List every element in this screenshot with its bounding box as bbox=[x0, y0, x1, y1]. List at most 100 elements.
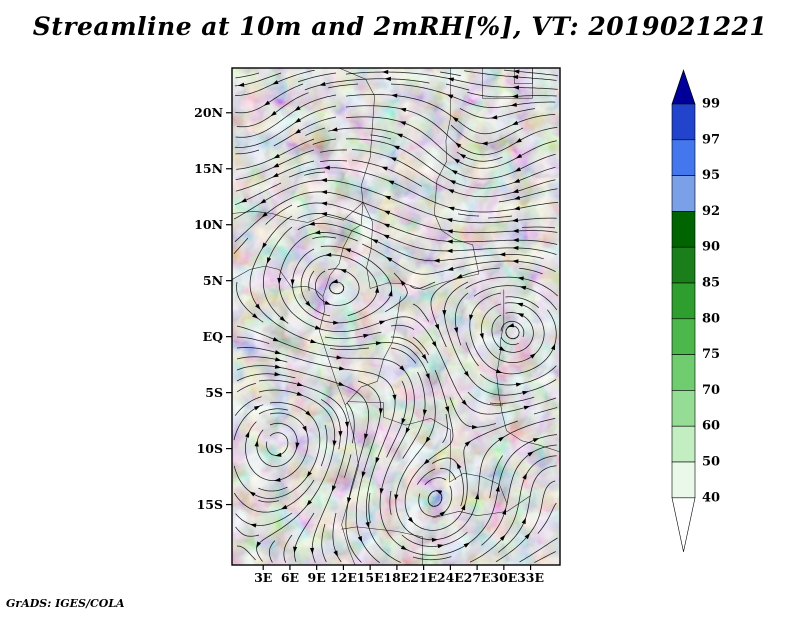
x-tick-label: 12E bbox=[330, 570, 357, 585]
streamline-arrowhead bbox=[407, 516, 414, 524]
streamline bbox=[385, 272, 408, 313]
streamline bbox=[519, 267, 543, 275]
streamline bbox=[459, 108, 535, 119]
streamline-arrowhead bbox=[245, 431, 250, 438]
streamline-arrowhead bbox=[405, 427, 411, 434]
streamline bbox=[404, 369, 518, 531]
streamline bbox=[368, 493, 371, 523]
streamline-arrowhead bbox=[522, 390, 529, 395]
streamline bbox=[533, 407, 558, 415]
colorbar-label: 80 bbox=[702, 311, 720, 326]
streamline-arrowhead bbox=[294, 117, 302, 124]
colorbar-label: 90 bbox=[702, 240, 720, 255]
streamline bbox=[537, 502, 557, 534]
streamline-arrowhead bbox=[319, 81, 326, 87]
streamline-arrowhead bbox=[382, 69, 389, 75]
streamline-arrowhead bbox=[379, 320, 386, 325]
streamline-arrowhead bbox=[381, 166, 388, 171]
streamline-arrowhead bbox=[273, 153, 280, 159]
colorbar-segment bbox=[671, 318, 696, 355]
streamline-arrowhead bbox=[391, 93, 398, 98]
streamline-arrowhead bbox=[384, 195, 391, 201]
streamline-arrowhead bbox=[280, 504, 288, 510]
streamline-arrowhead bbox=[295, 442, 300, 449]
streamline-arrowhead bbox=[320, 201, 328, 206]
streamline-arrowhead bbox=[499, 534, 506, 541]
country-border bbox=[341, 526, 423, 565]
streamline-arrowhead bbox=[445, 406, 450, 413]
streamline-arrowhead bbox=[442, 310, 447, 317]
streamline bbox=[297, 72, 337, 83]
streamline-arrowhead bbox=[512, 245, 519, 251]
streamline-arrowhead bbox=[254, 440, 259, 447]
streamline bbox=[370, 134, 392, 140]
streamline-arrowhead bbox=[439, 511, 446, 517]
streamline-arrowhead bbox=[325, 252, 332, 257]
streamline-arrowhead bbox=[331, 485, 337, 492]
streamline-arrowhead bbox=[513, 178, 521, 183]
y-tick-label: 5N bbox=[203, 273, 223, 288]
streamline bbox=[288, 167, 559, 213]
streamline-arrowhead bbox=[249, 491, 256, 497]
streamline bbox=[412, 336, 430, 356]
streamline bbox=[467, 391, 504, 406]
country-border bbox=[449, 472, 508, 505]
rh-blob-pale bbox=[495, 487, 549, 544]
streamline bbox=[312, 138, 337, 145]
streamline bbox=[330, 347, 370, 350]
streamline-arrowhead bbox=[290, 279, 295, 286]
border-box bbox=[514, 68, 533, 84]
streamline-arrowhead bbox=[515, 153, 523, 159]
streamline-arrowhead bbox=[453, 158, 460, 164]
rh-shading-layer bbox=[232, 68, 560, 565]
country-border bbox=[370, 273, 479, 290]
streamline-arrowhead bbox=[340, 269, 347, 274]
streamline-arrowhead bbox=[357, 535, 363, 543]
colorbar-segment bbox=[671, 246, 696, 284]
streamline-arrowhead bbox=[249, 523, 257, 528]
streamline-arrowhead bbox=[431, 341, 437, 348]
streamline bbox=[328, 83, 359, 89]
rh-blob-speck bbox=[330, 109, 339, 117]
colorbar-label: 99 bbox=[702, 97, 720, 112]
rh-blob-speck bbox=[509, 68, 531, 85]
streamline-arrowhead bbox=[512, 188, 519, 193]
colorbar-label: 70 bbox=[702, 383, 720, 398]
streamline-arrowhead bbox=[383, 210, 391, 215]
streamline-arrowhead bbox=[524, 532, 531, 540]
streamline-arrowhead bbox=[375, 286, 380, 293]
rh-blob-blue bbox=[421, 457, 465, 498]
streamline bbox=[464, 70, 557, 81]
streamline-arrowhead bbox=[394, 494, 399, 501]
streamline-arrowhead bbox=[400, 279, 406, 286]
streamline-arrowhead bbox=[309, 547, 315, 555]
rh-blob-blue bbox=[453, 317, 480, 345]
streamline-arrowhead bbox=[461, 399, 468, 406]
streamline-arrowhead bbox=[263, 100, 271, 106]
streamline-arrowhead bbox=[256, 541, 262, 548]
streamline bbox=[345, 116, 557, 169]
streamline bbox=[534, 551, 556, 563]
streamline bbox=[450, 124, 524, 144]
streamline-arrowhead bbox=[447, 266, 454, 271]
streamline bbox=[263, 226, 293, 324]
streamline bbox=[362, 243, 556, 275]
streamline-arrowhead bbox=[512, 259, 519, 264]
streamline-arrowhead bbox=[331, 127, 338, 132]
streamline bbox=[402, 371, 426, 459]
streamline-arrowhead bbox=[338, 431, 343, 438]
y-tick-label: 20N bbox=[194, 105, 223, 120]
y-tick-label: 5S bbox=[205, 385, 223, 400]
streamline-arrowhead bbox=[375, 457, 380, 464]
streamline-arrowhead bbox=[446, 218, 453, 223]
streamline-arrowhead bbox=[296, 382, 304, 387]
colorbar-label: 97 bbox=[702, 132, 720, 147]
rh-blob-blue bbox=[320, 323, 347, 377]
streamline bbox=[235, 149, 260, 155]
streamline-arrowhead bbox=[498, 346, 506, 352]
streamline-arrowhead bbox=[253, 405, 261, 411]
streamline bbox=[498, 465, 557, 553]
streamline bbox=[346, 402, 355, 444]
streamline-arrowhead bbox=[266, 257, 272, 264]
